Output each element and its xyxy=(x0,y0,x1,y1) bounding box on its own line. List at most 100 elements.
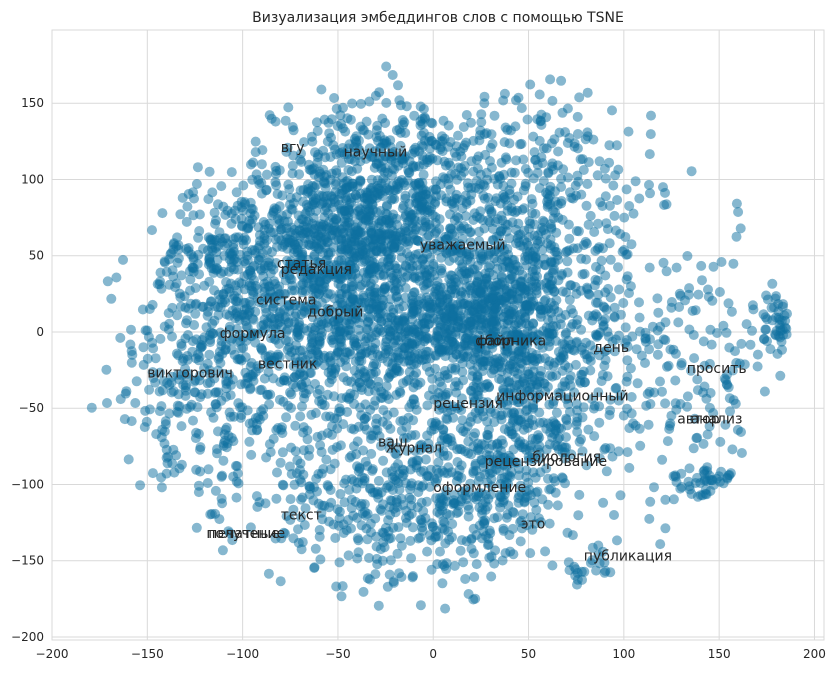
scatter-point xyxy=(531,504,542,515)
scatter-point xyxy=(366,433,376,444)
scatter-point xyxy=(217,545,228,556)
scatter-point xyxy=(415,600,426,611)
scatter-point xyxy=(264,255,275,265)
scatter-point xyxy=(385,509,396,520)
scatter-point xyxy=(328,242,339,253)
scatter-point xyxy=(477,366,488,377)
scatter-point xyxy=(346,166,357,177)
scatter-point xyxy=(217,470,228,481)
scatter-point xyxy=(523,455,534,466)
scatter-point xyxy=(528,359,539,370)
scatter-point xyxy=(302,434,313,445)
scatter-point xyxy=(281,223,292,234)
scatter-point xyxy=(305,483,316,494)
scatter-point xyxy=(334,557,345,568)
scatter-point xyxy=(682,401,693,412)
scatter-point xyxy=(297,492,308,503)
scatter-point xyxy=(443,462,454,473)
scatter-point xyxy=(477,299,487,310)
scatter-point xyxy=(590,245,601,256)
scatter-point xyxy=(640,327,651,338)
scatter-point xyxy=(415,532,426,543)
scatter-point xyxy=(598,497,609,508)
scatter-point xyxy=(406,430,417,441)
scatter-point xyxy=(605,394,616,405)
scatter-point xyxy=(699,360,710,371)
scatter-point xyxy=(604,140,615,151)
word-annotation: рецензирование xyxy=(485,454,608,470)
scatter-point xyxy=(504,530,515,541)
scatter-point xyxy=(736,427,746,437)
scatter-point xyxy=(301,301,312,312)
scatter-point xyxy=(321,170,332,181)
scatter-point xyxy=(528,420,539,431)
scatter-point xyxy=(194,370,205,381)
scatter-point xyxy=(594,453,605,464)
scatter-point xyxy=(261,169,272,180)
x-tick-label: 50 xyxy=(521,647,536,661)
scatter-point xyxy=(268,324,279,335)
scatter-point xyxy=(350,268,361,279)
scatter-point xyxy=(466,449,477,460)
scatter-point xyxy=(335,440,346,451)
scatter-point xyxy=(419,112,430,123)
scatter-point xyxy=(498,312,509,322)
scatter-point xyxy=(375,308,386,319)
scatter-point xyxy=(660,494,671,505)
scatter-point xyxy=(336,157,347,168)
word-annotation: редакция xyxy=(281,262,352,278)
scatter-point xyxy=(322,254,333,265)
scatter-point xyxy=(482,416,493,427)
scatter-point xyxy=(182,315,192,326)
scatter-point xyxy=(686,166,697,177)
scatter-point xyxy=(593,289,604,300)
scatter-point xyxy=(663,360,674,371)
scatter-point xyxy=(260,498,271,509)
x-tick-label: 200 xyxy=(803,647,826,661)
scatter-point xyxy=(316,84,327,95)
scatter-point xyxy=(482,477,493,488)
scatter-point xyxy=(527,524,538,535)
scatter-point xyxy=(278,396,289,407)
scatter-point xyxy=(395,324,406,335)
word-annotation: система xyxy=(256,293,316,309)
scatter-point xyxy=(624,288,634,299)
scatter-point xyxy=(393,459,403,469)
scatter-point xyxy=(221,391,232,402)
scatter-point xyxy=(630,176,641,187)
scatter-point xyxy=(400,190,411,201)
word-annotation: печатные xyxy=(208,526,280,542)
scatter-point xyxy=(414,275,425,286)
scatter-point xyxy=(471,211,482,222)
scatter-point xyxy=(594,156,605,167)
scatter-point xyxy=(276,424,287,435)
scatter-point xyxy=(579,349,590,360)
scatter-point xyxy=(557,286,568,297)
scatter-point xyxy=(287,235,298,246)
scatter-point xyxy=(143,331,154,342)
x-tick-label: −150 xyxy=(131,647,164,661)
scatter-point xyxy=(277,479,288,490)
scatter-point xyxy=(640,358,650,368)
scatter-point xyxy=(213,240,224,251)
scatter-point xyxy=(687,305,698,316)
scatter-point xyxy=(395,416,406,427)
scatter-point xyxy=(380,341,391,352)
x-tick-label: 0 xyxy=(429,647,437,661)
scatter-point xyxy=(501,347,512,358)
scatter-point xyxy=(210,508,221,519)
scatter-point xyxy=(335,326,346,337)
scatter-point xyxy=(483,424,494,435)
scatter-point xyxy=(224,310,235,321)
scatter-point xyxy=(525,512,536,523)
scatter-point xyxy=(247,214,258,225)
scatter-point xyxy=(252,361,263,372)
scatter-point xyxy=(449,560,460,571)
scatter-point xyxy=(393,284,404,294)
scatter-point xyxy=(689,353,700,364)
scatter-point xyxy=(540,546,551,557)
scatter-point xyxy=(327,421,337,432)
scatter-point xyxy=(381,61,392,72)
word-annotation: это xyxy=(521,517,545,533)
scatter-point xyxy=(272,213,283,224)
